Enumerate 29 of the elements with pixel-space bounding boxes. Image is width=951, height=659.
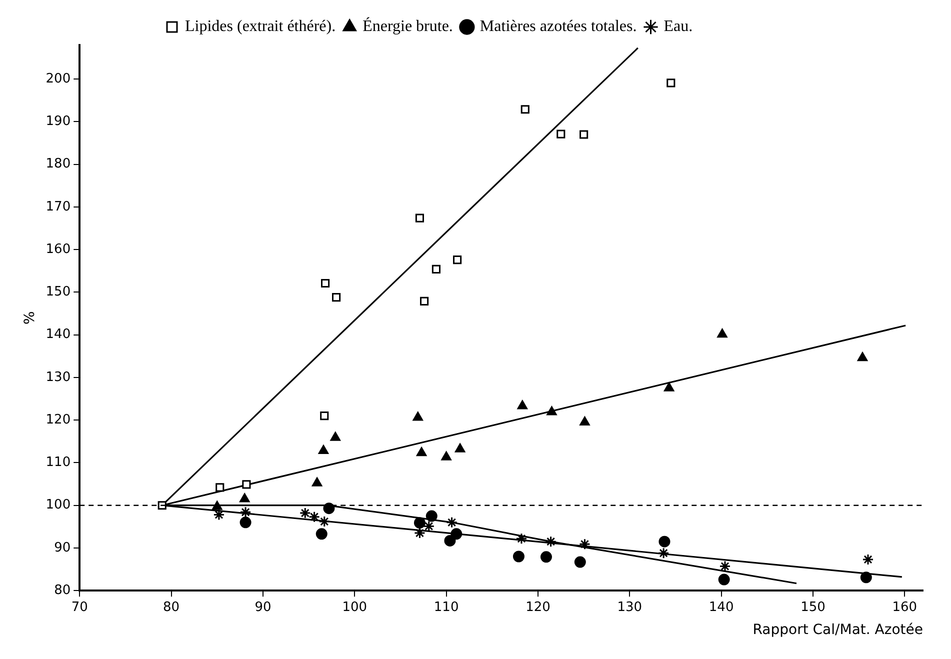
x-tick-label: 80 — [163, 600, 180, 615]
legend-label: Énergie brute. — [362, 17, 453, 36]
y-tick-label: 200 — [46, 71, 71, 86]
x-tick-label: 150 — [800, 600, 826, 615]
x-tick-label: 120 — [526, 600, 550, 615]
legend-label: Matières azotées totales. — [480, 18, 637, 36]
y-tick-label: 160 — [46, 242, 71, 257]
y-tick-label: 130 — [46, 370, 71, 385]
legend-label: Lipides (extrait éthéré). — [185, 18, 336, 36]
y-tick-label: 110 — [46, 455, 71, 470]
y-axis-title: % — [22, 311, 38, 324]
x-tick-label: 110 — [434, 600, 459, 615]
x-tick-label: 100 — [342, 600, 368, 615]
y-tick-label: 180 — [46, 156, 71, 172]
x-tick-label: 90 — [254, 600, 272, 615]
y-tick-label: 150 — [46, 284, 71, 300]
y-tick-label: 100 — [46, 498, 71, 513]
y-tick-label: 190 — [46, 114, 71, 130]
legend-label: Eau. — [664, 18, 693, 36]
y-tick-label: 120 — [46, 412, 71, 428]
y-tick-label: 170 — [46, 199, 71, 214]
y-tick-label: 90 — [54, 540, 71, 556]
x-tick-label: 130 — [617, 600, 642, 615]
x-tick-label: 70 — [71, 600, 88, 615]
x-axis-title: Rapport Cal/Mat. Azotée — [752, 622, 923, 638]
y-tick-label: 80 — [54, 582, 71, 598]
y-tick-label: 140 — [46, 327, 71, 342]
x-tick-label: 160 — [892, 600, 918, 615]
x-tick-label: 140 — [708, 600, 734, 615]
